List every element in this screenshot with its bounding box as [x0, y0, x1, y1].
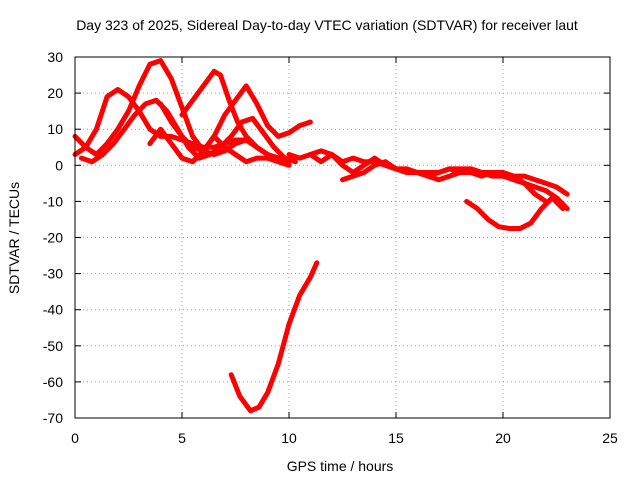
y-tick-label: 10	[47, 121, 63, 137]
x-ticks: 0 5 10 15 20 25	[71, 57, 618, 446]
series-track-5	[158, 83, 313, 154]
y-axis-label: SDTVAR / TECUs	[6, 182, 22, 294]
series-track-1	[72, 87, 249, 157]
y-tick-label: -30	[43, 266, 63, 282]
x-tick-label: 15	[388, 430, 404, 446]
y-tick-label: -60	[43, 374, 63, 390]
y-tick-label: -40	[43, 302, 63, 318]
grid-lines	[75, 57, 610, 418]
x-axis-label: GPS time / hours	[287, 458, 394, 474]
series-track-4	[147, 126, 292, 168]
x-tick-label: 20	[495, 430, 511, 446]
y-ticks: -70 -60 -50 -40 -30 -20 -10 0 10 20 30	[43, 49, 610, 426]
series-track-11	[228, 260, 320, 414]
x-tick-label: 5	[178, 430, 186, 446]
y-tick-label: -70	[43, 410, 63, 426]
series-track-10	[464, 195, 566, 231]
series-track-8	[307, 152, 570, 212]
chart-title: Day 323 of 2025, Sidereal Day-to-day VTE…	[76, 17, 578, 33]
x-tick-label: 0	[71, 430, 79, 446]
y-tick-label: 0	[55, 157, 63, 173]
x-tick-label: 10	[281, 430, 297, 446]
y-tick-label: 30	[47, 49, 63, 65]
y-tick-label: 20	[47, 85, 63, 101]
x-tick-label: 25	[602, 430, 618, 446]
data-series	[72, 58, 570, 414]
plot-frame	[74, 56, 611, 419]
y-tick-label: -20	[43, 230, 63, 246]
series-track-6	[179, 68, 292, 165]
series-track-3	[78, 97, 298, 165]
y-tick-label: -10	[43, 193, 63, 209]
y-tick-label: -50	[43, 338, 63, 354]
series-track-9	[340, 159, 549, 204]
